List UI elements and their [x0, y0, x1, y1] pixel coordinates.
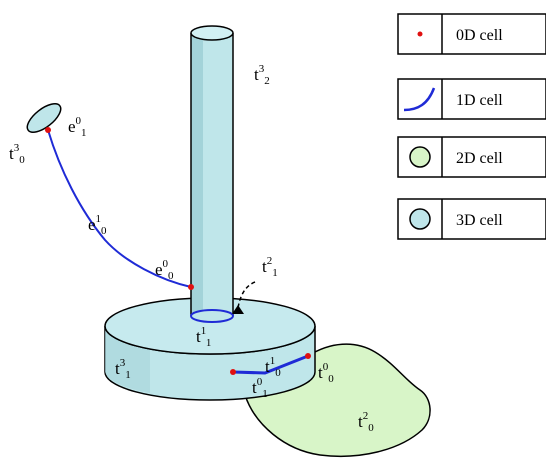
legend-row-0d-box	[397, 13, 546, 55]
edge-1d-t1-0	[232, 354, 309, 375]
legend-label-3d: 3D cell	[456, 212, 503, 229]
arrow-head-t2-1	[232, 305, 244, 314]
legend-label-1d: 1D cell	[456, 92, 503, 109]
label-t3-2: t32	[254, 63, 270, 87]
label-t0-0: t00	[318, 361, 334, 385]
disk-shade	[105, 330, 150, 393]
legend-row-1d-box	[397, 78, 546, 120]
vertex-e0-0	[188, 284, 194, 290]
legend-circle-green-icon	[409, 146, 431, 168]
edge-1d-e1-0	[47, 129, 192, 288]
vertex-t0-0	[305, 353, 311, 359]
label-t2-1: t21	[262, 255, 278, 279]
label-t2-0: t20	[358, 410, 374, 434]
label-t3-1: t31	[115, 357, 131, 381]
legend: 0D cell 1D cell 2D cell 3D cell	[397, 13, 546, 240]
label-e0-0: e00	[155, 258, 174, 282]
legend-label-2d: 2D cell	[456, 150, 503, 167]
label-t3-0: t30	[9, 142, 25, 166]
vertex-t0-1	[230, 369, 236, 375]
legend-circle-cyan-icon	[409, 208, 431, 230]
label-t0-1: t01	[252, 376, 268, 400]
label-t1-1: t11	[196, 325, 211, 349]
legend-label-0d: 0D cell	[456, 27, 503, 44]
label-t1-0: t10	[265, 355, 281, 379]
arrow-t2-1	[237, 281, 256, 309]
legend-point-icon	[417, 31, 423, 37]
vertex-e0-1	[45, 127, 51, 133]
label-e0-1: e01	[68, 115, 87, 139]
cylinder-base-ring	[190, 309, 234, 323]
cell-3d-small	[26, 103, 62, 133]
label-e1-0: e10	[88, 213, 107, 237]
cylinder-shade	[191, 33, 203, 316]
cylinder-top	[190, 25, 234, 41]
diagram-labels: t32 t30 e01 e10 e00 t21 t11 t31 t10 t00 t01 t20	[9, 63, 374, 434]
legend-curve-icon	[403, 87, 436, 112]
